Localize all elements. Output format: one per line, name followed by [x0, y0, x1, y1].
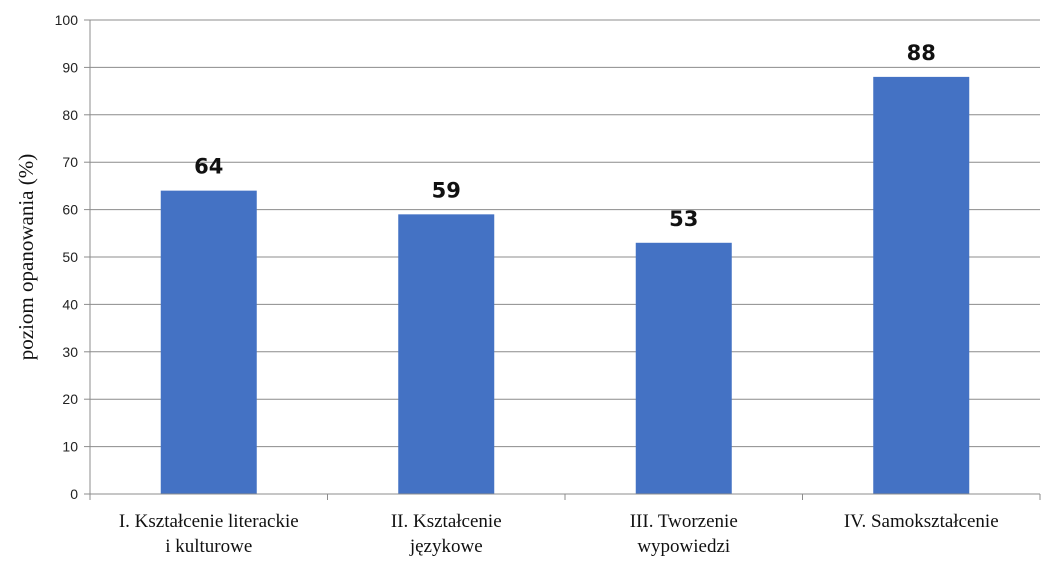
y-tick-label: 30 — [62, 344, 78, 360]
x-tick-label: I. Kształcenie literackie — [119, 511, 299, 532]
data-label: 88 — [907, 41, 936, 65]
x-tick-label: i kulturowe — [165, 536, 252, 557]
x-tick-label: III. Tworzenie — [630, 511, 738, 532]
y-tick-label: 90 — [62, 59, 78, 75]
data-label: 53 — [669, 207, 698, 231]
y-tick-label: 50 — [62, 249, 78, 265]
bar — [160, 190, 257, 494]
y-tick-label: 100 — [55, 12, 79, 28]
data-label: 59 — [432, 178, 461, 202]
y-tick-label: 0 — [70, 486, 78, 502]
y-tick-label: 20 — [62, 391, 78, 407]
axes — [89, 20, 1041, 500]
y-tick-label: 60 — [62, 202, 78, 218]
bar — [398, 214, 495, 494]
y-tick-label: 10 — [62, 439, 78, 455]
x-tick-label: II. Kształcenie — [391, 511, 502, 532]
x-tick-label: IV. Samokształcenie — [844, 511, 999, 532]
data-labels: 64 59 53 88 — [194, 41, 936, 231]
y-tick-labels: 0 10 20 30 40 50 60 70 80 90 100 — [55, 12, 79, 502]
bar — [873, 76, 970, 494]
y-tick-label: 70 — [62, 154, 78, 170]
data-label: 64 — [194, 155, 223, 179]
y-tick-label: 80 — [62, 107, 78, 123]
bar — [635, 242, 732, 494]
x-tick-label: językowe — [409, 536, 483, 557]
bars — [160, 76, 970, 494]
y-axis-label: poziom opanowania (%) — [14, 154, 38, 360]
x-category-labels: I. Kształcenie literackie i kulturowe II. … — [119, 511, 999, 557]
x-tick-label: wypowiedzi — [637, 536, 730, 557]
y-tick-label: 40 — [62, 296, 78, 312]
